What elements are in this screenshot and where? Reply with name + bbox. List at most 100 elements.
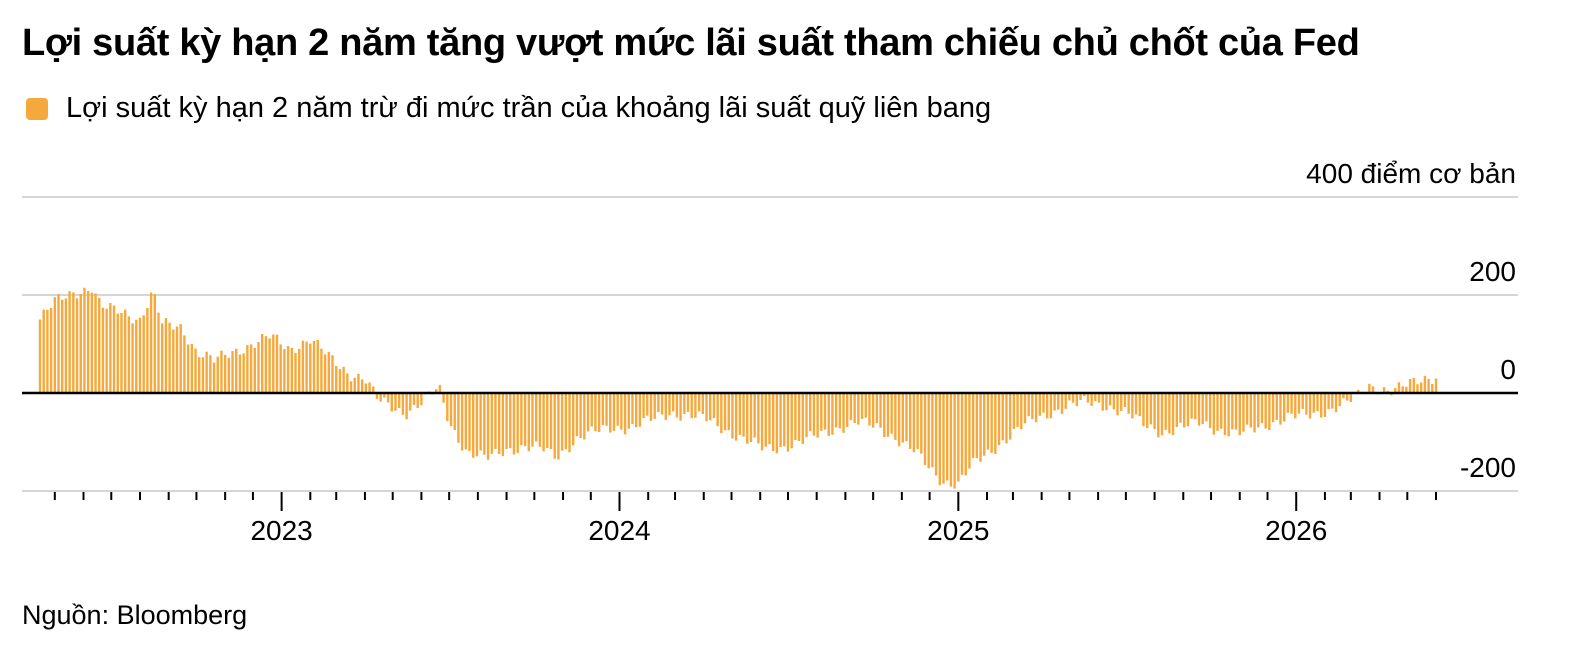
bar [1342,393,1345,399]
bar [794,393,797,441]
bar [705,393,708,422]
bar [1005,393,1008,444]
bar [609,393,612,433]
bar [1238,393,1241,436]
bar [783,393,786,447]
bar [1345,393,1349,401]
bar [98,297,101,393]
bar [1301,393,1304,409]
bar [986,393,990,450]
bar [964,393,967,476]
bar [416,393,419,408]
bar [1023,393,1027,424]
bar [1282,393,1286,422]
bar [1116,393,1119,416]
bar [1101,393,1104,411]
bar [646,393,649,416]
bar [553,393,556,459]
bar [194,348,197,393]
bar [612,393,616,431]
bar [1405,386,1408,393]
bar [579,393,582,438]
bar [1216,393,1219,431]
bar [220,350,223,393]
bar [457,393,460,443]
bar [1264,393,1267,429]
bar [190,344,194,393]
bar [1401,386,1404,393]
bar [201,357,205,393]
bar [460,393,464,451]
bar [53,297,57,393]
bar [809,393,812,432]
bar [264,336,268,393]
bar [720,393,723,434]
bar [1253,393,1256,433]
bar [94,293,97,393]
bar [46,309,49,393]
bar [1245,393,1249,425]
bar [323,354,327,393]
bar [1131,393,1134,419]
bar [1164,393,1167,430]
bar [516,393,519,453]
bar [216,356,219,393]
bar [1112,393,1116,410]
bar [949,393,953,487]
bar [749,393,753,442]
bar [38,319,42,393]
bar [1434,378,1438,393]
bar [101,307,105,393]
bar [934,393,938,476]
bar [849,393,853,421]
bar [305,341,308,393]
bar [483,393,486,455]
bar [72,292,75,393]
legend: Lợi suất kỳ hạn 2 năm trừ đi mức trần củ… [26,92,991,125]
bar [1308,393,1312,419]
bar [697,393,701,412]
bar [883,393,886,438]
bar [871,393,875,428]
bar [657,393,660,413]
bar [1153,393,1156,430]
bar [1334,393,1338,413]
y-tick-label: 0 [1500,354,1516,385]
bar [916,393,919,450]
bar [268,338,271,393]
bar [1090,393,1093,406]
bar [420,393,423,406]
bar [386,393,390,403]
bar [1027,393,1030,417]
bar [394,393,397,411]
bar [716,393,719,427]
bar [1423,375,1427,393]
bar [927,393,930,469]
bar [1186,393,1190,427]
bar [212,362,216,393]
bar [1086,393,1090,403]
bar [757,393,760,444]
bar [1268,393,1271,430]
bar [820,393,823,431]
bar [1397,382,1401,393]
bar [505,393,508,450]
bar [660,393,664,415]
bar [249,344,253,393]
bar [497,393,501,455]
bar [61,299,64,393]
bar [823,393,827,430]
bar [1190,393,1193,419]
bar [179,324,182,393]
bar [1286,393,1290,413]
bar [290,347,293,393]
bar [235,348,238,393]
bar [253,347,256,393]
bar [412,393,416,406]
bar [671,393,675,412]
bar [472,393,475,458]
bar [1227,393,1230,437]
bar [853,393,856,423]
bar [231,351,234,393]
bar [538,393,542,447]
